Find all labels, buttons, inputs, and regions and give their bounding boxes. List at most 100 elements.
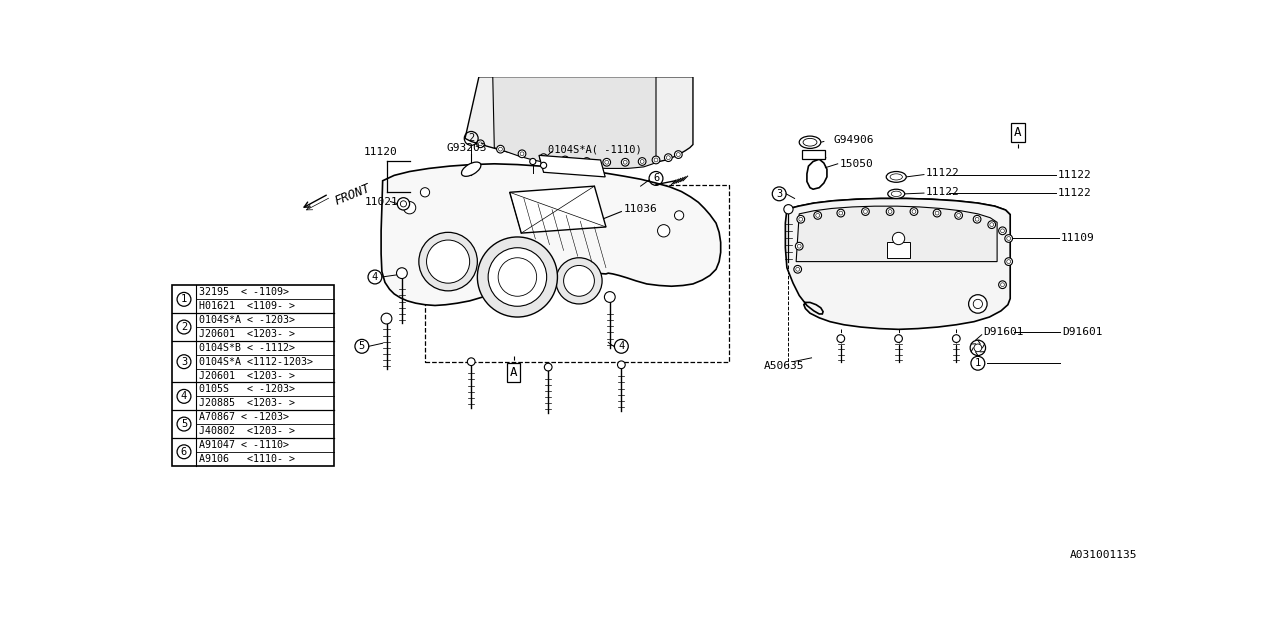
- Text: J40802  <1203- >: J40802 <1203- >: [198, 426, 294, 436]
- Ellipse shape: [803, 138, 817, 146]
- Circle shape: [403, 202, 416, 214]
- Text: 11109: 11109: [1060, 234, 1094, 243]
- Text: 0104S*A < -1203>: 0104S*A < -1203>: [198, 315, 294, 325]
- Circle shape: [603, 159, 611, 166]
- Circle shape: [1005, 258, 1012, 266]
- Text: A: A: [1014, 125, 1021, 139]
- Text: 11122: 11122: [925, 168, 959, 178]
- Circle shape: [998, 281, 1006, 289]
- Circle shape: [936, 211, 940, 215]
- Circle shape: [675, 150, 682, 159]
- Circle shape: [799, 218, 803, 221]
- Text: 11122: 11122: [1059, 170, 1092, 180]
- Polygon shape: [493, 77, 657, 168]
- Circle shape: [419, 232, 477, 291]
- Text: G94906: G94906: [833, 135, 873, 145]
- Circle shape: [956, 214, 960, 218]
- Polygon shape: [539, 156, 605, 177]
- Circle shape: [488, 248, 547, 307]
- Text: 0105S   < -1203>: 0105S < -1203>: [198, 385, 294, 394]
- Text: 0104S*B < -1112>: 0104S*B < -1112>: [198, 343, 294, 353]
- Circle shape: [639, 157, 646, 165]
- Polygon shape: [787, 198, 1010, 214]
- Text: A: A: [509, 366, 517, 379]
- Circle shape: [476, 140, 484, 148]
- Circle shape: [797, 244, 801, 248]
- Text: 4: 4: [618, 341, 625, 351]
- Circle shape: [562, 156, 570, 164]
- Bar: [425, 184, 730, 362]
- Polygon shape: [509, 186, 605, 233]
- Circle shape: [664, 154, 672, 161]
- Ellipse shape: [799, 136, 820, 148]
- Text: H01621  <1109- >: H01621 <1109- >: [198, 301, 294, 311]
- Circle shape: [814, 212, 822, 220]
- Ellipse shape: [888, 189, 905, 198]
- Circle shape: [582, 157, 590, 165]
- Circle shape: [794, 266, 801, 273]
- Circle shape: [864, 210, 868, 214]
- Circle shape: [498, 258, 536, 296]
- Text: A50635: A50635: [764, 360, 804, 371]
- Text: 11122: 11122: [925, 188, 959, 197]
- Circle shape: [585, 159, 589, 163]
- Text: 4: 4: [180, 391, 187, 401]
- Circle shape: [1001, 283, 1005, 287]
- Circle shape: [494, 251, 534, 291]
- Text: A91047 < -1110>: A91047 < -1110>: [198, 440, 288, 450]
- Polygon shape: [465, 77, 692, 164]
- Text: A9106   <1110- >: A9106 <1110- >: [198, 454, 294, 464]
- Circle shape: [989, 223, 993, 227]
- Circle shape: [397, 198, 410, 210]
- Text: 11021: 11021: [365, 196, 398, 207]
- Circle shape: [486, 243, 541, 298]
- Circle shape: [913, 210, 916, 214]
- Circle shape: [540, 163, 547, 168]
- Circle shape: [540, 154, 548, 161]
- Circle shape: [467, 358, 475, 365]
- Circle shape: [815, 214, 819, 218]
- Circle shape: [381, 313, 392, 324]
- Bar: [887, 243, 910, 258]
- Circle shape: [604, 292, 616, 303]
- Circle shape: [955, 212, 963, 220]
- Circle shape: [652, 156, 660, 164]
- Circle shape: [861, 208, 869, 216]
- Circle shape: [886, 208, 893, 216]
- Text: 3: 3: [776, 189, 782, 199]
- Circle shape: [479, 142, 483, 146]
- Circle shape: [974, 344, 982, 352]
- Circle shape: [796, 268, 800, 271]
- Circle shape: [783, 205, 794, 214]
- Text: 6: 6: [653, 173, 659, 184]
- Circle shape: [988, 221, 996, 228]
- Text: 2: 2: [180, 322, 187, 332]
- Circle shape: [973, 300, 983, 308]
- Circle shape: [1005, 235, 1012, 243]
- Circle shape: [658, 225, 669, 237]
- Circle shape: [676, 153, 680, 157]
- Text: 0104S*A <1112-1203>: 0104S*A <1112-1203>: [198, 356, 312, 367]
- Circle shape: [623, 161, 627, 164]
- Circle shape: [795, 243, 803, 250]
- Circle shape: [498, 147, 502, 151]
- Circle shape: [933, 209, 941, 217]
- Circle shape: [420, 188, 430, 197]
- Circle shape: [892, 232, 905, 244]
- Circle shape: [604, 161, 609, 164]
- Circle shape: [426, 240, 470, 283]
- Polygon shape: [796, 206, 997, 262]
- Circle shape: [797, 216, 805, 223]
- Circle shape: [895, 335, 902, 342]
- Text: 32195  < -1109>: 32195 < -1109>: [198, 287, 288, 298]
- Bar: [173, 285, 334, 466]
- Circle shape: [975, 218, 979, 221]
- Text: D91601: D91601: [983, 328, 1024, 337]
- Circle shape: [497, 145, 504, 153]
- Circle shape: [654, 158, 658, 162]
- Circle shape: [520, 152, 524, 156]
- Circle shape: [397, 268, 407, 278]
- Text: A031001135: A031001135: [1070, 550, 1137, 561]
- Circle shape: [544, 364, 552, 371]
- Circle shape: [838, 211, 842, 215]
